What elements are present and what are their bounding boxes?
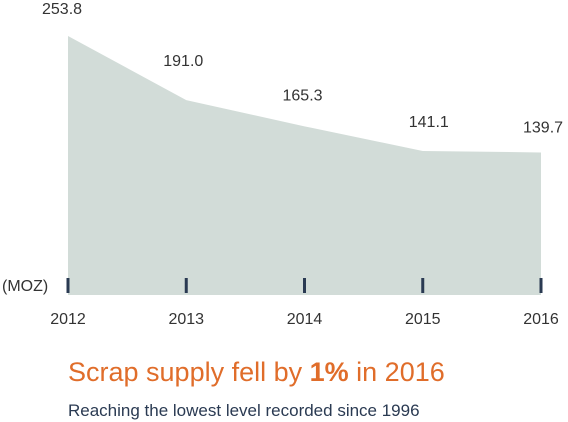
headline-after: in 2016: [348, 357, 445, 387]
x-tick-label-2012: 2012: [50, 311, 86, 328]
area-layer: [68, 36, 541, 295]
headline: Scrap supply fell by 1% in 2016: [68, 357, 445, 388]
value-label-2013: 191.0: [163, 53, 203, 70]
value-label-2015: 141.1: [409, 114, 449, 131]
x-tick-label-2013: 2013: [168, 311, 204, 328]
x-tick-label-2015: 2015: [405, 311, 441, 328]
unit-label: (MOZ): [2, 278, 48, 295]
labels-layer: 253.8 191.0 165.3 141.1 139.7: [42, 1, 563, 136]
x-tick-label-2014: 2014: [287, 311, 323, 328]
area-series: [68, 36, 541, 295]
value-label-2012: 253.8: [42, 1, 82, 18]
headline-before: Scrap supply fell by: [68, 357, 310, 387]
headline-highlight: 1%: [309, 357, 349, 387]
scrap-supply-chart: 2012 2013 2014 2015 2016 253.8 191.0 165.3 141.…: [2, 1, 563, 328]
ticks-layer: 2012 2013 2014 2015 2016: [50, 278, 559, 328]
value-label-2014: 165.3: [283, 87, 323, 104]
value-label-2016: 139.7: [523, 119, 563, 136]
x-tick-label-2016: 2016: [523, 311, 559, 328]
subheadline: Reaching the lowest level recorded since…: [68, 401, 420, 420]
